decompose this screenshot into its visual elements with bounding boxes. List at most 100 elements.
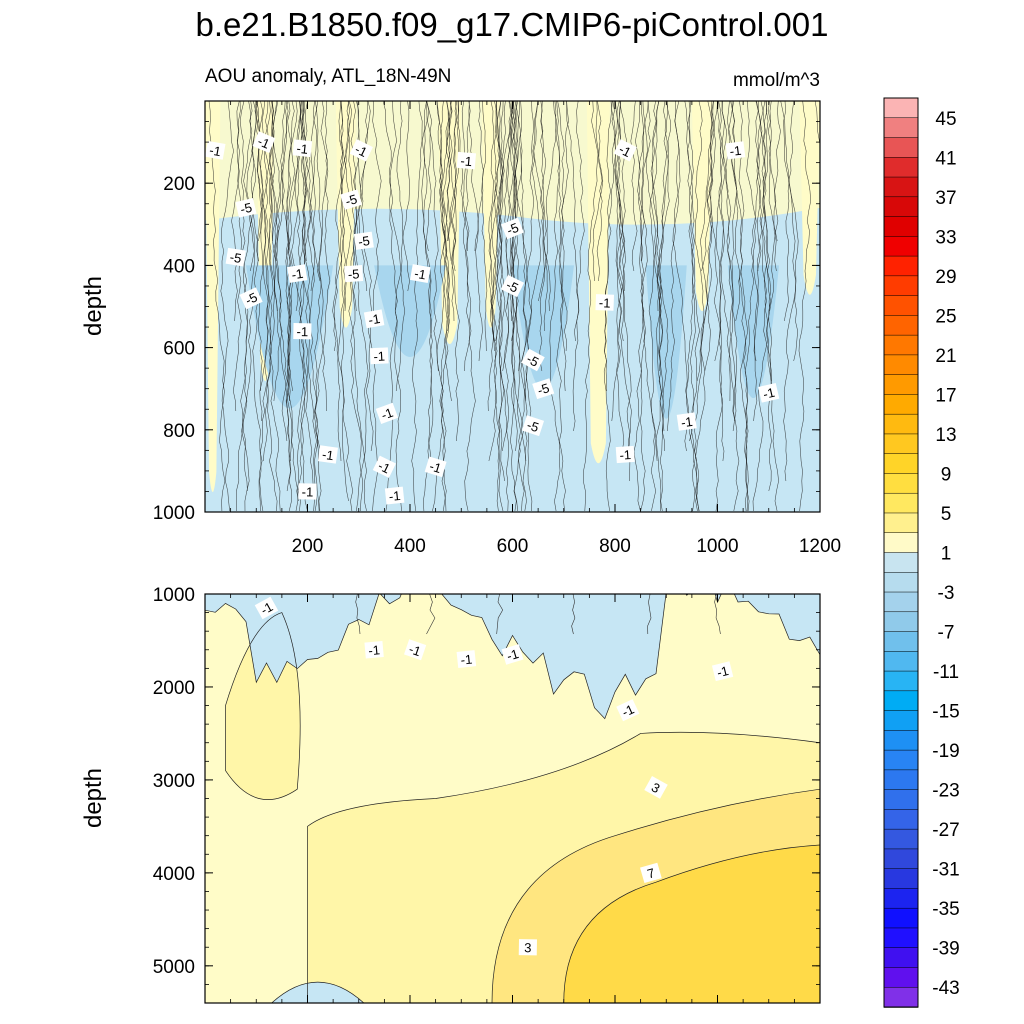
contour-line	[315, 101, 322, 282]
colorbar-box	[883, 275, 919, 297]
contour-line	[208, 101, 226, 512]
colorbar-box	[883, 651, 919, 672]
contour-label-text: -5	[536, 380, 552, 398]
contour-line	[696, 101, 718, 382]
contour-line	[556, 101, 569, 512]
colorbar-box	[883, 572, 919, 593]
contour-label-text: -1	[729, 143, 742, 159]
y-tick-label: 1000	[153, 503, 195, 524]
colorbar-box	[883, 967, 919, 988]
contour-line	[436, 101, 450, 332]
contour-label: -5	[532, 378, 555, 400]
contour-line	[510, 101, 523, 452]
contour-line	[389, 101, 406, 392]
contour-line	[604, 101, 613, 392]
colorbar-label: 17	[935, 385, 956, 406]
colorbar-box	[883, 216, 919, 238]
contour-line	[396, 101, 410, 292]
contour-label: 7	[640, 862, 662, 884]
contour-line	[421, 101, 433, 462]
contour-line	[563, 844, 820, 1003]
contour-line	[744, 101, 760, 512]
contour-line	[355, 594, 361, 635]
contour-label-text: -1	[388, 488, 401, 504]
contour-line	[649, 101, 663, 462]
colorbar-label: 25	[935, 306, 956, 327]
contour-line	[360, 101, 378, 512]
colorbar-box	[883, 591, 919, 613]
contour-line	[672, 101, 689, 452]
contour-line	[640, 101, 645, 262]
contour-line	[763, 101, 772, 312]
contour-line	[271, 101, 293, 512]
contour-label: -1	[205, 140, 226, 160]
contour-label: -1	[317, 445, 339, 464]
contour-line	[497, 101, 506, 482]
contour-line	[446, 101, 457, 272]
y-tick-label: 1000	[153, 585, 195, 606]
contour-label-text: -1	[302, 484, 314, 499]
colorbar-box	[883, 611, 919, 633]
colorbar-label: -7	[938, 623, 955, 644]
contour-line	[385, 101, 410, 512]
lower-band-7	[563, 844, 820, 1003]
contour-line	[256, 101, 263, 242]
contour-label-text: -1	[715, 663, 730, 680]
contour-line	[549, 101, 561, 512]
y-tick-label: 400	[163, 256, 195, 277]
contour-line	[271, 101, 280, 312]
colorbar-box	[883, 907, 919, 929]
contour-line	[461, 101, 470, 372]
contour-line	[618, 101, 627, 342]
contour-label-text: -5	[243, 289, 260, 307]
x-tick-label: 1200	[799, 536, 841, 557]
contour-label: -1	[456, 650, 477, 668]
contour-line	[475, 101, 486, 362]
colorbar-label: -35	[932, 899, 959, 920]
contour-line	[556, 101, 568, 352]
colorbar-label: -11	[933, 662, 959, 683]
contour-line	[350, 101, 363, 512]
contour-line	[256, 101, 269, 422]
colorbar-box	[883, 374, 919, 396]
x-tick-label: 400	[394, 536, 426, 557]
contour-line	[566, 101, 580, 342]
chart-subtitle-left: AOU anomaly, ATL_18N-49N	[205, 66, 451, 87]
contour-line	[767, 101, 778, 242]
colorbar-box	[883, 927, 919, 949]
contour-label-text: -1	[208, 142, 222, 159]
contour-line	[296, 101, 319, 502]
chart-subtitle-right: mmol/m^3	[733, 70, 820, 91]
negative-anomaly-region	[645, 265, 687, 419]
contour-line	[299, 101, 307, 262]
colorbar-box	[883, 453, 919, 475]
contour-line	[297, 101, 309, 512]
contour-line	[714, 101, 725, 362]
contour-label-text: -1	[762, 385, 777, 402]
colorbar-box	[883, 394, 919, 415]
colorbar-label: 37	[935, 188, 956, 209]
contour-label: -1	[298, 483, 317, 500]
contour-line	[650, 101, 669, 451]
contour-line	[540, 101, 551, 312]
contour-label: -1	[409, 264, 431, 284]
contour-line	[760, 101, 772, 381]
colorbar-box	[883, 789, 919, 811]
contour-line	[773, 101, 781, 272]
contour-line	[630, 101, 638, 272]
contour-label-text: -5	[343, 191, 358, 209]
contour-line	[446, 101, 453, 242]
colorbar-box	[883, 749, 919, 771]
y-tick-label: 800	[163, 421, 195, 442]
contour-line	[491, 101, 505, 342]
contour-line	[616, 101, 625, 452]
contour-label-text: -5	[505, 220, 521, 238]
contour-line	[263, 101, 276, 242]
contour-line	[571, 594, 576, 635]
contour-label-text: -1	[379, 405, 395, 423]
colorbar-label: -31	[932, 860, 959, 881]
contour-label-text: 7	[645, 865, 656, 881]
contour-line	[572, 101, 585, 432]
contour-line	[611, 101, 622, 422]
colorbar-box	[883, 828, 919, 850]
